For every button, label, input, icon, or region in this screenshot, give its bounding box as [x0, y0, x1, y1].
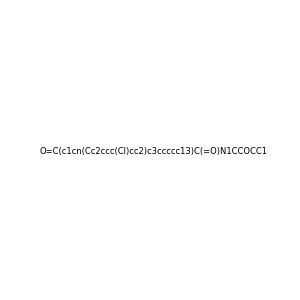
Text: O=C(c1cn(Cc2ccc(Cl)cc2)c3ccccc13)C(=O)N1CCOCC1: O=C(c1cn(Cc2ccc(Cl)cc2)c3ccccc13)C(=O)N1…: [40, 147, 268, 156]
